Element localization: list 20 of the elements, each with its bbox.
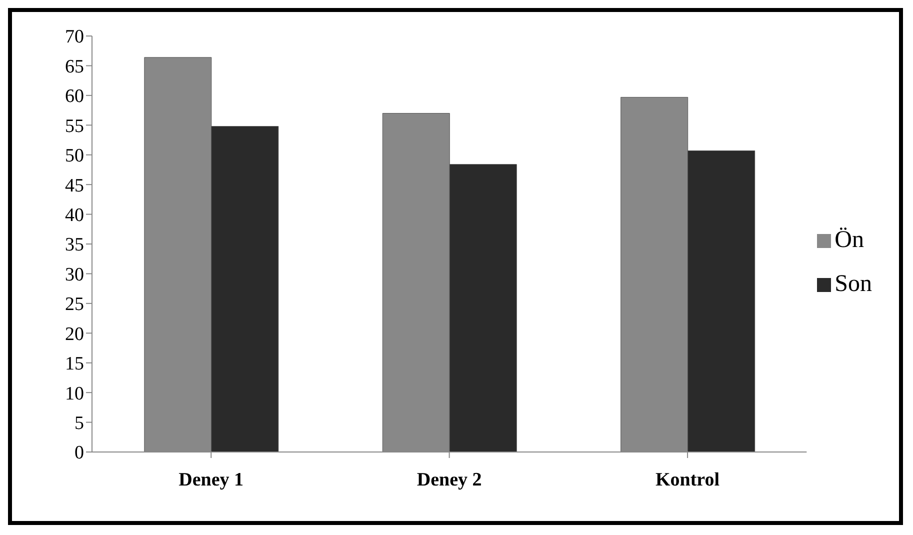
y-tick-label: 10	[65, 383, 84, 404]
x-tick-label: Deney 1	[178, 469, 244, 490]
y-tick-label: 0	[74, 442, 84, 464]
y-tick-label: 25	[65, 294, 84, 316]
y-tick-label: 35	[65, 234, 84, 256]
legend-label: Son	[834, 271, 872, 297]
x-tick-label: Deney 2	[416, 469, 482, 490]
y-tick-label: 65	[65, 56, 84, 78]
y-tick-label: 60	[65, 86, 84, 108]
y-tick-label: 70	[65, 26, 84, 48]
y-tick-label: 30	[65, 264, 84, 286]
y-tick-label: 40	[65, 205, 84, 226]
y-tick-label: 55	[65, 116, 84, 137]
legend-label: Ön	[834, 227, 864, 253]
y-tick-label: 45	[65, 175, 84, 196]
y-tick-label: 5	[74, 413, 84, 434]
y-tick-label: 15	[65, 354, 84, 375]
y-tick-label: 50	[65, 146, 84, 167]
y-tick-label: 20	[65, 324, 84, 345]
x-tick-label: Kontrol	[656, 469, 720, 490]
